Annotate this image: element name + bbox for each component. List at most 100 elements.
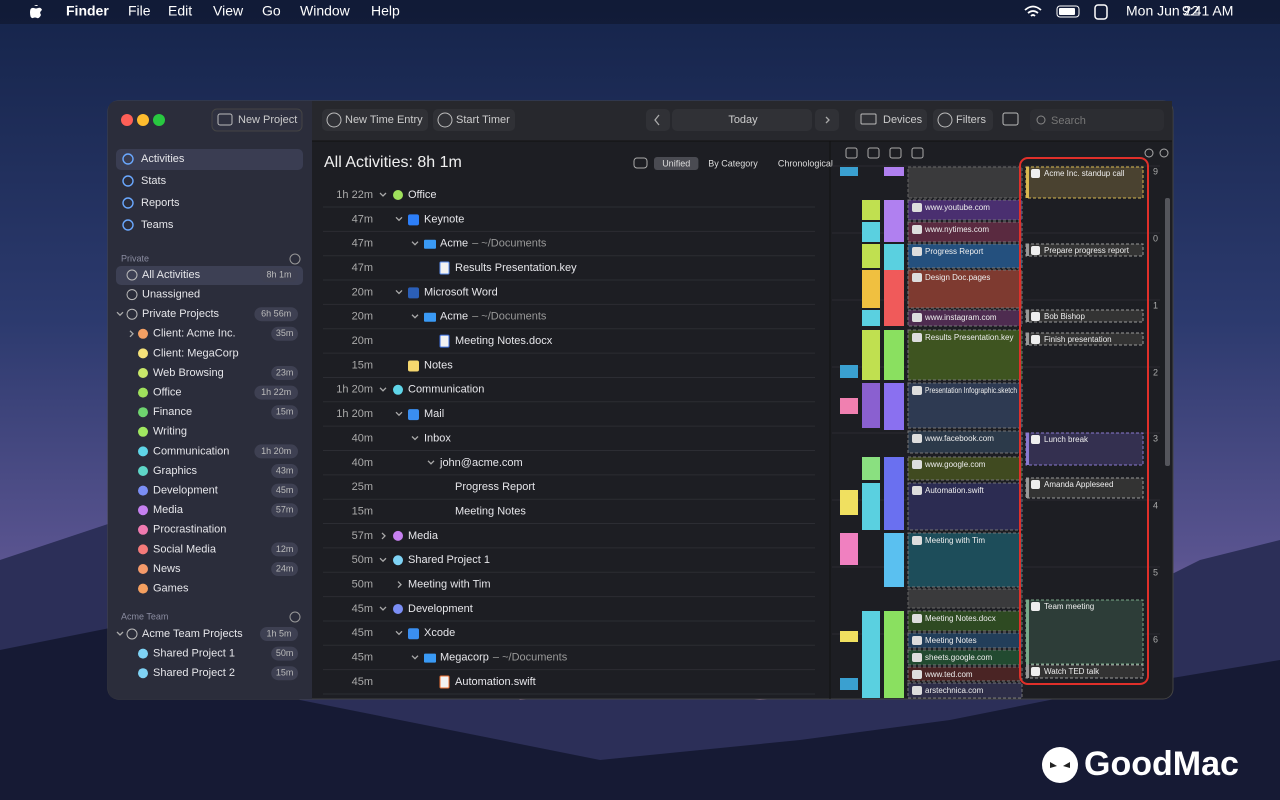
project-item[interactable]: Client: Acme Inc. [153, 328, 236, 340]
next-day[interactable] [815, 109, 839, 131]
filters-label[interactable]: Filters [956, 114, 986, 126]
timeline-block[interactable] [907, 649, 1023, 666]
row-label[interactable]: Shared Project 1 [408, 554, 490, 566]
minimize-button[interactable] [137, 114, 149, 126]
new-time-entry[interactable] [322, 109, 428, 131]
timeline-block[interactable] [907, 482, 1023, 531]
timeline-block[interactable] [907, 666, 1023, 682]
project-item[interactable]: Acme Team Projects [142, 628, 243, 640]
disclosure-chevron[interactable] [395, 216, 403, 222]
timeline-block[interactable] [907, 532, 1023, 588]
project-item[interactable]: Procrastination [153, 524, 226, 536]
row-label[interactable]: Office [408, 189, 437, 201]
row-label[interactable]: Mail [424, 408, 444, 420]
battery-icon[interactable] [1056, 5, 1080, 18]
nav-item[interactable]: Stats [141, 175, 167, 187]
start-timer[interactable] [433, 109, 515, 131]
disclosure-chevron[interactable] [395, 289, 403, 295]
disclosure-chevron[interactable] [116, 311, 124, 317]
add-private[interactable] [289, 253, 301, 265]
calendar-block[interactable] [1025, 432, 1144, 466]
row-label[interactable]: Media [408, 530, 439, 542]
menu-app[interactable]: Finder [66, 3, 109, 19]
calendar-block[interactable] [1025, 166, 1144, 199]
project-item[interactable]: All Activities [142, 269, 201, 281]
calendar-block[interactable] [1025, 477, 1144, 499]
menu-item[interactable]: View [213, 3, 244, 19]
disclosure-chevron[interactable] [379, 387, 387, 392]
project-item[interactable]: Communication [153, 445, 229, 457]
row-label[interactable]: Communication [408, 384, 484, 396]
disclosure-chevron[interactable] [379, 192, 387, 197]
nav-item[interactable]: Activities [141, 153, 185, 165]
disclosure-chevron[interactable] [381, 532, 386, 540]
mode-option[interactable]: Unified [662, 158, 690, 168]
filters[interactable] [933, 109, 993, 131]
project-item[interactable]: Unassigned [142, 289, 200, 301]
calendar-block[interactable] [1025, 664, 1144, 679]
timeline-block[interactable] [907, 243, 1023, 269]
wifi-icon[interactable] [1024, 5, 1042, 17]
timeline-block[interactable] [907, 382, 1023, 429]
timeline-block[interactable] [907, 610, 1023, 632]
timeline-block[interactable] [907, 309, 1023, 327]
timeline-block[interactable] [907, 632, 1023, 649]
mode-option[interactable]: Chronological [778, 158, 833, 168]
menu-item[interactable]: Edit [168, 3, 192, 19]
project-item[interactable]: Graphics [153, 465, 198, 477]
new-time-entry-label[interactable]: New Time Entry [345, 114, 423, 126]
row-label[interactable]: Keynote [424, 213, 464, 225]
disclosure-chevron[interactable] [411, 436, 419, 441]
disclosure-chevron[interactable] [411, 655, 419, 660]
disclosure-chevron[interactable] [397, 581, 402, 589]
project-item[interactable]: Social Media [153, 543, 217, 555]
row-label[interactable]: Acme [440, 311, 468, 323]
row-label[interactable]: Automation.swift [455, 676, 536, 688]
project-item[interactable]: Development [153, 485, 218, 497]
project-item[interactable]: Office [153, 387, 182, 399]
control-center[interactable] [1094, 4, 1108, 20]
row-label[interactable]: Notes [424, 359, 453, 371]
disclosure-chevron[interactable] [116, 631, 124, 636]
project-item[interactable]: News [153, 563, 181, 575]
disclosure-chevron[interactable] [411, 314, 419, 319]
project-item[interactable]: Finance [153, 406, 192, 418]
row-label[interactable]: Meeting with Tim [408, 579, 491, 591]
new-project-button[interactable] [211, 108, 303, 132]
disclosure-chevron[interactable] [411, 241, 419, 246]
disclosure-chevron[interactable] [654, 114, 660, 126]
timeline-block[interactable] [907, 269, 1023, 309]
project-item[interactable]: Shared Project 2 [153, 667, 235, 679]
row-label[interactable]: Progress Report [455, 481, 535, 493]
timeline-block[interactable] [907, 221, 1023, 243]
menu-item[interactable]: Window [300, 3, 351, 19]
start-timer-label[interactable]: Start Timer [456, 114, 510, 126]
nav-item[interactable]: Teams [141, 219, 174, 231]
disclosure-chevron[interactable] [395, 630, 403, 636]
zoom-in[interactable] [1144, 148, 1154, 158]
disclosure-chevron[interactable] [129, 330, 134, 338]
zoom-button[interactable] [153, 114, 165, 126]
new-project-label[interactable]: New Project [238, 114, 297, 126]
disclosure-chevron[interactable] [379, 606, 387, 611]
project-item[interactable]: Client: MegaCorp [153, 347, 239, 359]
timeline-block[interactable] [907, 430, 1023, 454]
project-item[interactable]: Games [153, 583, 189, 595]
timeline-block[interactable] [907, 329, 1023, 381]
row-label[interactable]: Meeting Notes.docx [455, 335, 553, 347]
today-label[interactable]: Today [728, 114, 758, 126]
close-button[interactable] [121, 114, 133, 126]
search-field[interactable] [1030, 109, 1164, 131]
disclosure-chevron[interactable] [379, 557, 387, 563]
menu-item[interactable]: File [128, 3, 151, 19]
project-item[interactable]: Web Browsing [153, 367, 224, 379]
search-placeholder[interactable]: Search [1051, 115, 1086, 127]
add-team[interactable] [289, 611, 301, 623]
row-label[interactable]: Results Presentation.key [455, 262, 577, 274]
project-item[interactable]: Private Projects [142, 308, 220, 320]
row-label[interactable]: john@acme.com [439, 457, 523, 469]
disclosure-chevron[interactable] [825, 116, 830, 124]
today-button[interactable] [672, 109, 812, 131]
row-label[interactable]: Acme [440, 238, 468, 250]
row-label[interactable]: Megacorp [440, 652, 489, 664]
